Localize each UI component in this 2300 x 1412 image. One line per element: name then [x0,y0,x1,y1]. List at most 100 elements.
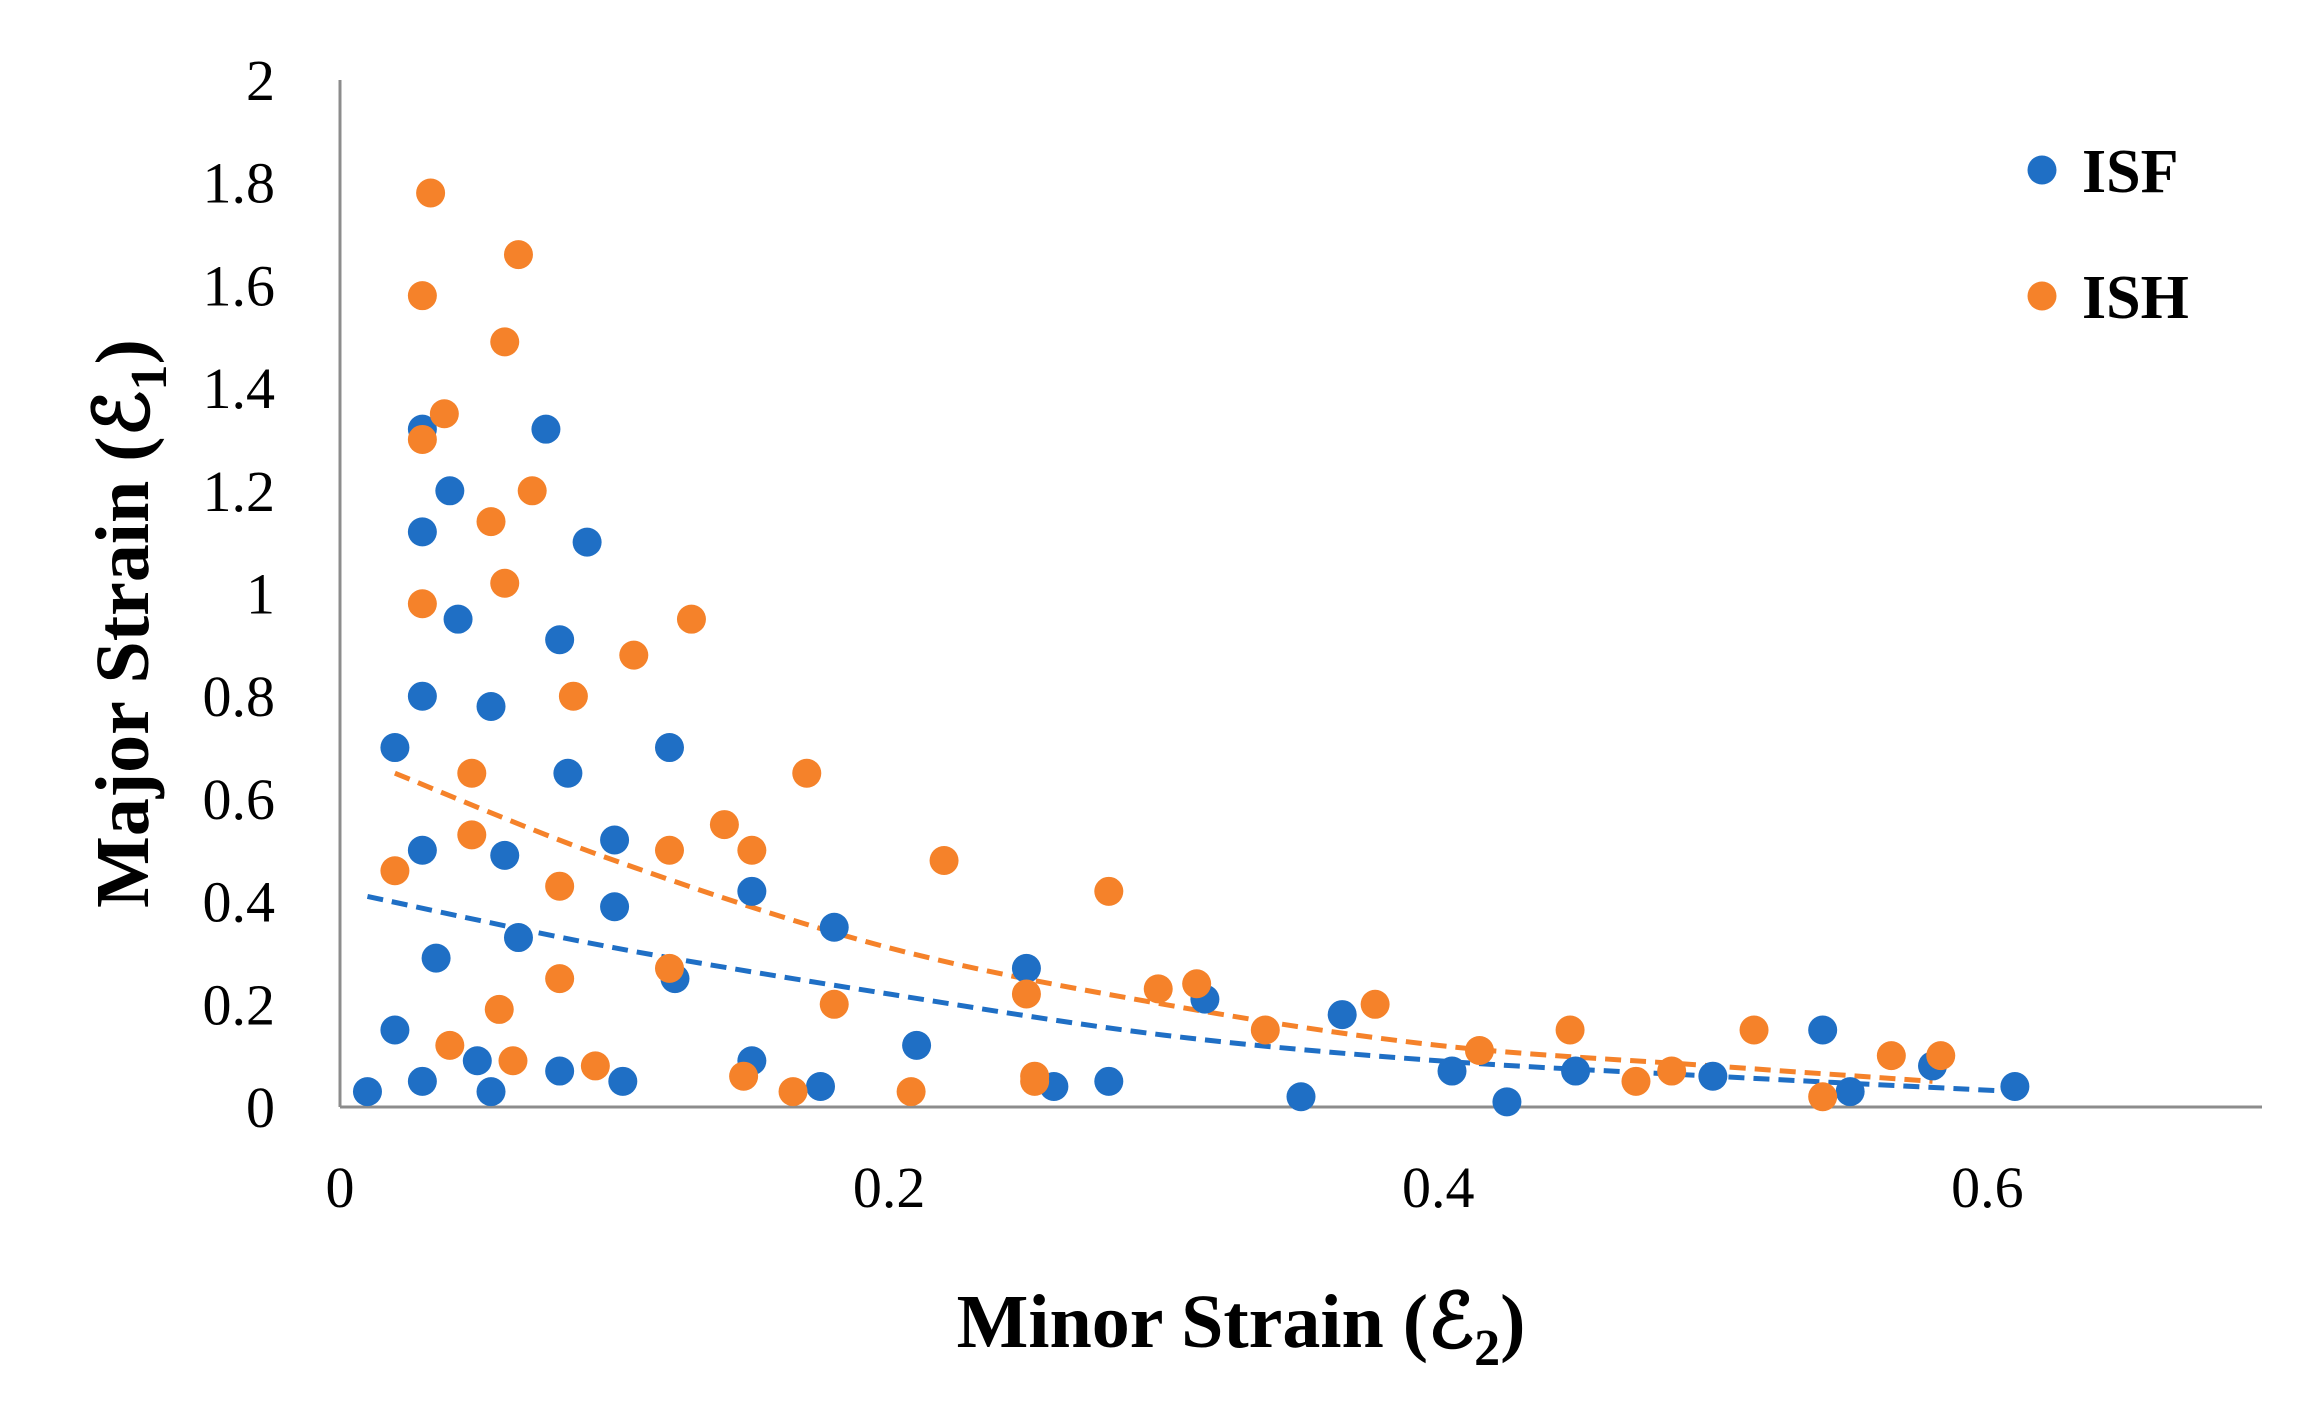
y-tick-label: 0.4 [203,870,276,935]
point-isf [421,943,451,973]
y-tick-label: 0.2 [203,972,276,1037]
point-ish [407,281,437,311]
point-ish [545,871,575,901]
point-isf [1835,1077,1865,1107]
point-ish [1011,979,1041,1009]
y-tick-label: 1 [246,562,275,627]
point-isf [654,733,684,763]
point-isf [380,1015,410,1045]
point-isf [608,1066,638,1096]
point-ish [407,424,437,454]
point-ish [407,589,437,619]
point-isf [1327,1000,1357,1030]
point-ish [1020,1066,1050,1096]
point-ish [729,1061,759,1091]
point-ish [654,953,684,983]
y-tick-label: 1.6 [203,253,276,318]
x-tick-label: 0.2 [853,1155,926,1220]
point-ish [792,758,822,788]
point-ish [416,178,446,208]
point-isf [737,876,767,906]
point-ish [558,681,588,711]
point-isf [531,414,561,444]
legend-marker-ish [2027,281,2057,311]
point-isf [407,835,437,865]
point-ish [517,476,547,506]
y-axis-title: Major Strain (ℰ1) [81,339,178,908]
x-tick-label: 0 [326,1155,355,1220]
point-ish [1360,989,1390,1019]
point-ish [503,240,533,270]
point-ish [1808,1082,1838,1112]
legend-label-isf: ISF [2082,138,2178,206]
x-axis-title-close: ) [1500,1280,1525,1364]
point-isf [1437,1056,1467,1086]
point-ish [1143,974,1173,1004]
point-ish [1739,1015,1769,1045]
point-ish [819,989,849,1019]
point-isf [407,1066,437,1096]
x-tick-label: 0.6 [1951,1155,2024,1220]
y-tick-label: 0.6 [203,767,276,832]
point-isf [1286,1082,1316,1112]
axes [338,80,2262,1109]
point-ish [1621,1066,1651,1096]
point-ish [1657,1056,1687,1086]
point-isf [902,1030,932,1060]
x-axis-title-main: Minor Strain (ℰ [957,1280,1475,1364]
data-points [352,178,2030,1117]
point-isf [2000,1071,2030,1101]
point-ish [476,507,506,537]
y-tick-label: 0.8 [203,664,276,729]
point-ish [896,1077,926,1107]
y-tick-label: 1.2 [203,459,276,524]
y-axis-title-main: Major Strain (ℰ [81,390,165,907]
point-isf [503,923,533,953]
x-tick-label: 0.4 [1402,1155,1475,1220]
point-isf [1698,1061,1728,1091]
trendlines [366,770,2016,1095]
point-ish [676,604,706,634]
y-tick-labels: 0 0.2 0.4 0.6 0.8 1 1.2 1.4 1.6 1.8 2 [203,48,276,1140]
point-isf [1561,1056,1591,1086]
point-ish [709,810,739,840]
point-ish [490,568,520,598]
y-axis-title-close: ) [81,339,165,364]
point-isf [545,1056,575,1086]
legend-marker-isf [2027,155,2057,185]
point-ish [429,399,459,429]
x-tick-labels: 0 0.2 0.4 0.6 [326,1155,2024,1220]
y-tick-label: 2 [246,48,275,113]
point-ish [1094,876,1124,906]
legend: ISF ISH [2027,138,2189,332]
point-ish [619,640,649,670]
x-axis-title-subscript: 2 [1474,1320,1500,1377]
point-ish [580,1051,610,1081]
point-ish [1876,1041,1906,1071]
point-ish [1926,1041,1956,1071]
point-isf [476,1077,506,1107]
y-tick-label: 1.4 [203,356,276,421]
point-isf [600,825,630,855]
point-ish [1182,969,1212,999]
point-ish [457,820,487,850]
point-isf [435,476,465,506]
point-isf [407,517,437,547]
point-ish [435,1030,465,1060]
point-isf [553,758,583,788]
point-isf [806,1071,835,1101]
point-ish [498,1046,528,1076]
point-isf [462,1046,492,1076]
point-isf [490,840,520,870]
y-tick-label: 1.8 [203,151,276,216]
point-ish [778,1077,808,1107]
point-isf [352,1077,382,1107]
point-ish [1555,1015,1585,1045]
point-isf [819,912,849,942]
point-isf [1094,1066,1124,1096]
point-ish [1250,1015,1280,1045]
point-ish [929,846,959,876]
point-ish [545,964,575,994]
